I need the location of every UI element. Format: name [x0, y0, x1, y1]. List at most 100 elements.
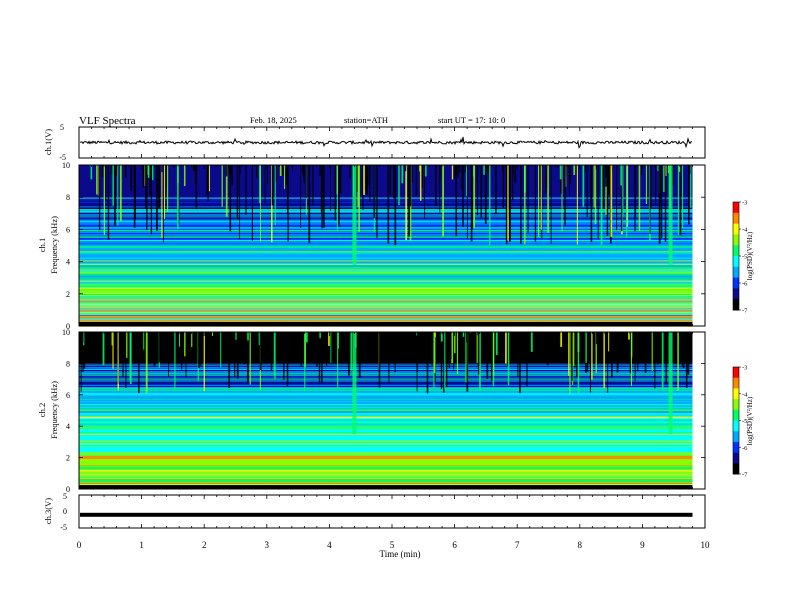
- spectrogram-line: [79, 428, 693, 430]
- colorbar-cell: [733, 468, 739, 471]
- sferic: [682, 332, 685, 369]
- sferic: [398, 165, 400, 206]
- sferic: [119, 165, 122, 222]
- spectrogram-line: [79, 443, 693, 445]
- ch2-frequency-ylabel: Frequency (kHz): [49, 381, 59, 439]
- sferic: [502, 165, 505, 176]
- sferic: [158, 165, 160, 208]
- sferic: [337, 332, 339, 389]
- colorbar-cell: [733, 229, 739, 232]
- colorbar-cell: [733, 400, 739, 404]
- sferic: [111, 332, 113, 346]
- sferic: [323, 165, 325, 228]
- sferic: [195, 165, 198, 210]
- spectrogram-line: [79, 428, 693, 430]
- sferic: [586, 332, 589, 372]
- sferic: [450, 332, 452, 360]
- colorbar-cell: [733, 261, 739, 264]
- sferic: [174, 332, 176, 390]
- y-tick-label: 2: [66, 454, 70, 463]
- sferic: [638, 165, 641, 231]
- sferic: [373, 165, 376, 218]
- colorbar-cell: [733, 236, 739, 239]
- sferic: [577, 165, 580, 167]
- sferic: [335, 332, 338, 364]
- colorbar-cell: [733, 293, 739, 297]
- colorbar-cell: [733, 441, 739, 445]
- sferic: [522, 332, 525, 358]
- ch3-ytick-bottom: -5: [60, 523, 67, 532]
- spectrogram-band: [79, 165, 693, 198]
- sferic: [371, 332, 374, 351]
- colorbar-cell: [733, 431, 739, 434]
- sferic: [626, 165, 628, 238]
- spectrogram-line: [79, 479, 693, 481]
- colorbar-cell: [733, 209, 739, 212]
- sferic: [611, 165, 613, 172]
- sferic: [501, 165, 504, 171]
- colorbar-cell: [733, 245, 739, 248]
- sferic: [231, 165, 233, 186]
- sferic: [168, 332, 169, 378]
- sferic: [621, 165, 623, 232]
- sferic: [256, 165, 258, 179]
- sferic: [239, 332, 242, 351]
- sferic: [338, 332, 340, 334]
- spectrogram-line: [79, 251, 693, 252]
- spectrogram-line: [79, 467, 693, 469]
- sferic: [409, 165, 412, 207]
- sferic: [479, 332, 481, 391]
- sferic: [517, 332, 519, 378]
- sferic: [125, 332, 127, 388]
- sferic: [337, 165, 339, 232]
- sferic: [184, 332, 186, 357]
- time-axis-label: Time (min): [380, 549, 421, 559]
- x-tick-label: 10: [701, 540, 711, 550]
- sferic: [129, 332, 131, 380]
- colorbar-cell: [733, 424, 739, 427]
- colorbar-cell: [733, 220, 739, 223]
- colorbar-tick-label: -6: [742, 281, 748, 288]
- sferic: [393, 165, 395, 199]
- sferic: [462, 332, 465, 337]
- spectrogram-line: [79, 299, 693, 300]
- y-tick-label: 10: [62, 328, 70, 337]
- sferic: [150, 332, 153, 334]
- ch2-spectrogram-channel-label: ch.2: [37, 403, 47, 417]
- colorbar-cell: [733, 452, 739, 455]
- sferic: [602, 165, 605, 209]
- y-tick-label: 0: [66, 485, 70, 494]
- spectrogram-line: [79, 234, 693, 236]
- spectrogram-line: [79, 387, 693, 388]
- spectrogram-line: [79, 444, 693, 446]
- colorbar-tick-label: -4: [742, 227, 748, 234]
- sferic: [451, 332, 454, 364]
- sferic: [453, 332, 456, 354]
- spectrogram-line: [79, 395, 693, 397]
- spectrogram-line: [79, 256, 693, 257]
- spectrogram-line: [79, 408, 693, 410]
- sferic: [571, 332, 573, 381]
- start-time-label: start UT = 17: 10: 0: [438, 115, 505, 125]
- colorbar-cell: [733, 238, 739, 241]
- colorbar-cell: [733, 399, 739, 402]
- colorbar-cell: [733, 427, 739, 430]
- spectrogram-emission-line: [79, 309, 693, 312]
- sferic: [275, 165, 277, 182]
- sferic: [498, 332, 500, 356]
- sferic: [245, 165, 247, 215]
- sferic: [404, 165, 407, 172]
- sferic: [607, 332, 609, 393]
- spectrogram-line: [79, 426, 693, 427]
- sferic: [603, 332, 605, 389]
- colorbar-cell: [733, 425, 739, 429]
- sferic: [364, 165, 367, 191]
- sferic: [451, 165, 454, 180]
- sferic: [448, 332, 450, 369]
- sferic: [610, 332, 613, 358]
- colorbar-cell: [733, 227, 739, 230]
- colorbar-cell: [733, 308, 739, 311]
- colorbar-tick-label: -5: [742, 254, 747, 261]
- y-tick-label: 8: [66, 359, 70, 368]
- sferic: [533, 332, 536, 358]
